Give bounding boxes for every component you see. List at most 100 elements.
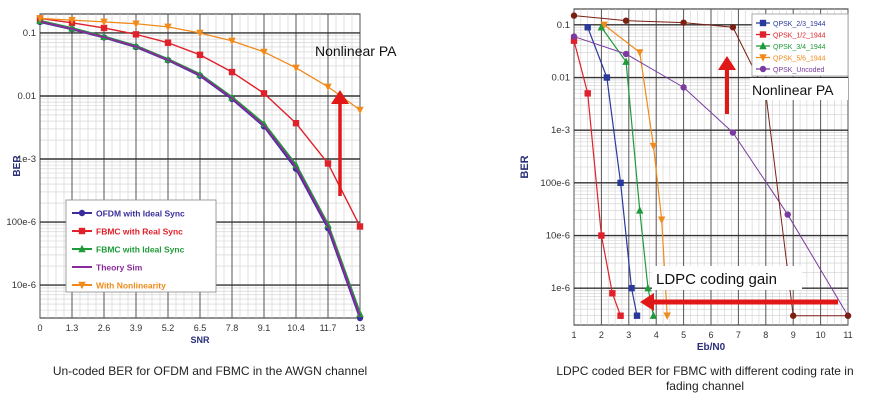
data-point <box>570 33 578 40</box>
y-tick-label: 10e-6 <box>12 280 36 291</box>
legend-marker <box>78 244 86 253</box>
legend-label: QPSK_2/3_1944 <box>773 21 826 28</box>
legend-marker <box>759 19 767 27</box>
y-tick-label: 100e-6 <box>540 178 570 189</box>
data-point <box>164 39 172 46</box>
annotation-nonlinear-pa: Nonlinear PA <box>315 43 397 59</box>
data-point <box>680 84 687 91</box>
x-tick-label: 4 <box>654 330 659 340</box>
data-point <box>790 312 797 319</box>
annotation-bg <box>652 266 802 290</box>
legend-marker <box>78 227 86 235</box>
data-point <box>598 232 605 239</box>
legend-marker <box>759 41 767 50</box>
y-tick-label: 100e-6 <box>6 217 36 228</box>
data-point <box>584 90 591 97</box>
legend-label: Theory Sim <box>96 263 143 273</box>
x-axis-label: SNR <box>190 335 210 345</box>
data-point <box>292 160 300 169</box>
data-point <box>600 21 608 30</box>
annotation-nonlinear-pa: Nonlinear PA <box>752 82 834 98</box>
data-point <box>603 74 611 81</box>
legend-label: FBMC with Ideal Sync <box>96 245 185 255</box>
data-point <box>636 206 644 214</box>
data-point <box>570 37 578 44</box>
data-point <box>132 31 140 38</box>
data-point <box>260 119 268 128</box>
data-point <box>228 68 236 76</box>
x-tick-label: 6.5 <box>194 323 207 333</box>
x-tick-label: 9 <box>791 330 796 340</box>
data-point <box>570 12 578 19</box>
legend-box <box>751 13 849 77</box>
arrow-ldpc-gain-head <box>640 293 654 311</box>
legend-label: QPSK_3/4_1944 <box>773 44 826 51</box>
arrow-nonlinear-pa-head <box>331 90 349 104</box>
y-tick-label: 0.1 <box>557 20 570 31</box>
legend: OFDM with Ideal Sync FBMC with Real Sync F… <box>65 199 217 293</box>
legend-label: OFDM with Ideal Sync <box>96 209 185 219</box>
data-point <box>644 283 652 292</box>
data-point <box>196 29 204 38</box>
data-point <box>196 51 204 59</box>
legend-marker <box>759 65 767 73</box>
data-point <box>729 129 737 136</box>
x-tick-label: 7.8 <box>226 323 239 333</box>
legend-label: QPSK_1/2_1944 <box>773 33 826 40</box>
data-point <box>292 64 300 73</box>
series-line <box>573 36 849 316</box>
data-point <box>784 211 791 218</box>
data-point <box>356 223 364 230</box>
data-point <box>584 24 591 31</box>
chart-left: 0 1.3 2.6 3.9 5.2 6.5 7.8 9.1 10.4 11.7 13 0.1 0.01 1… <box>6 13 397 345</box>
data-point <box>622 17 630 24</box>
chart-right: 1 2 3 4 5 6 7 8 9 10 11 0.1 0.01 1e-3 100e-6 10e-6 1e-6 E… <box>519 8 853 353</box>
x-tick-label: 7 <box>736 330 741 340</box>
data-point <box>260 48 268 57</box>
data-point <box>844 312 852 319</box>
data-point <box>356 106 364 115</box>
legend-marker <box>759 54 767 62</box>
data-point <box>100 18 108 27</box>
x-tick-label: 3.9 <box>130 323 143 333</box>
x-tick-label: 2.6 <box>98 323 111 333</box>
x-tick-label: 11.7 <box>320 323 337 333</box>
x-tick-label: 9.1 <box>258 323 271 333</box>
legend-label: QPSK_5/6_1944 <box>773 56 826 63</box>
data-point <box>260 90 268 97</box>
data-point <box>729 24 737 31</box>
x-tick-label: 11 <box>843 330 852 340</box>
data-point <box>228 37 236 46</box>
legend-box <box>65 199 217 293</box>
annotation-bg <box>750 78 848 100</box>
data-point <box>68 16 76 25</box>
legend-marker <box>759 31 767 38</box>
data-point <box>132 20 140 28</box>
data-point <box>324 220 332 229</box>
legend-marker <box>78 281 86 290</box>
data-point <box>649 142 658 151</box>
x-axis-label: Eb/N0 <box>697 342 726 353</box>
x-tick-label: 5.2 <box>162 323 175 333</box>
x-tick-label: 6 <box>708 330 713 340</box>
legend-label: QPSK_Uncoded <box>773 67 824 74</box>
x-tick-label: 10 <box>816 330 826 340</box>
caption-left: Un-coded BER for OFDM and FBMC in the AW… <box>52 364 368 378</box>
caption-right: LDPC coded BER for FBMC with different c… <box>556 364 854 393</box>
data-point <box>663 312 671 320</box>
data-point <box>164 23 172 32</box>
y-tick-label: 0.1 <box>23 28 36 39</box>
annotation-ldpc-gain: LDPC coding gain <box>656 271 777 288</box>
series-line <box>39 20 361 317</box>
y-tick-label: 1e-3 <box>551 125 570 136</box>
data-point <box>649 311 658 319</box>
arrow-nonlinear-pa-head <box>718 56 736 70</box>
legend-label: FBMC with Real Sync <box>96 227 183 237</box>
data-point <box>36 15 44 23</box>
data-point <box>324 160 332 167</box>
data-point <box>657 216 666 224</box>
y-axis-label: BER <box>519 155 531 178</box>
x-tick-label: 1 <box>571 330 576 340</box>
data-point <box>100 24 108 32</box>
